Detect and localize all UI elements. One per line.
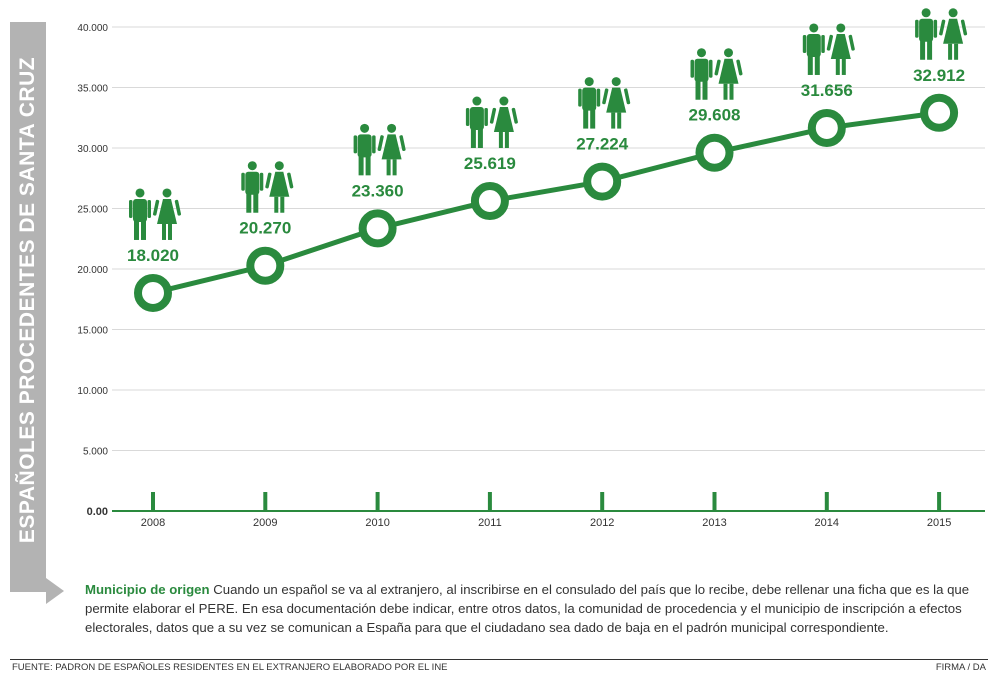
x-tick-label: 2015 bbox=[927, 517, 951, 529]
data-label: 31.656 bbox=[801, 81, 853, 100]
man-icon bbox=[129, 188, 151, 240]
data-label: 27.224 bbox=[576, 135, 629, 154]
woman-icon bbox=[377, 123, 406, 176]
series-line bbox=[152, 110, 940, 296]
y-tick-label: 15.000 bbox=[77, 326, 108, 337]
x-tick-label: 2010 bbox=[365, 517, 389, 529]
x-tick-label: 2008 bbox=[141, 517, 165, 529]
data-point bbox=[695, 133, 734, 172]
source-text: FUENTE: PADRON DE ESPAÑOLES RESIDENTES E… bbox=[12, 662, 448, 673]
man-icon bbox=[802, 23, 825, 75]
x-tick-mark bbox=[263, 492, 268, 511]
x-tick-mark bbox=[600, 492, 605, 511]
data-label: 25.619 bbox=[464, 154, 516, 173]
explanatory-note: Municipio de origen Cuando un español se… bbox=[85, 580, 985, 637]
y-tick-label: 20.000 bbox=[77, 265, 108, 276]
line-chart: 0.00 5.000 10.000 15.000 20.000 25.000 30.000 3… bbox=[77, 8, 985, 529]
man-icon bbox=[353, 123, 376, 176]
man-icon bbox=[465, 96, 488, 149]
man-icon bbox=[915, 8, 938, 60]
credit-text: FIRMA / DA bbox=[935, 662, 986, 673]
footer-rule bbox=[10, 659, 988, 660]
man-icon bbox=[690, 48, 713, 100]
side-label-bar bbox=[10, 22, 46, 592]
y-tick-label: 35.000 bbox=[77, 84, 108, 95]
y-tick-label: 25.000 bbox=[77, 205, 108, 216]
woman-icon bbox=[152, 188, 182, 240]
woman-icon bbox=[714, 48, 743, 100]
x-tick-label: 2012 bbox=[590, 517, 614, 529]
data-point bbox=[807, 108, 846, 147]
data-point bbox=[920, 93, 959, 132]
data-point bbox=[470, 182, 509, 221]
data-label: 32.912 bbox=[913, 66, 965, 85]
y-tick-label: 40.000 bbox=[77, 23, 108, 34]
man-icon bbox=[241, 161, 264, 213]
data-point bbox=[134, 273, 172, 312]
x-tick-mark bbox=[375, 492, 380, 511]
x-tick-mark bbox=[824, 492, 829, 511]
data-point bbox=[583, 162, 622, 201]
x-tick-label: 2013 bbox=[702, 517, 726, 529]
y-tick-label: 5.000 bbox=[83, 447, 108, 458]
y-tick-label: 10.000 bbox=[77, 386, 108, 397]
woman-icon bbox=[939, 8, 968, 60]
woman-icon bbox=[489, 96, 518, 149]
y-tick-label: 30.000 bbox=[77, 144, 108, 155]
woman-icon bbox=[265, 161, 294, 213]
data-label: 20.270 bbox=[239, 219, 291, 238]
man-icon bbox=[578, 77, 601, 129]
woman-icon bbox=[602, 77, 631, 129]
data-point bbox=[358, 209, 397, 248]
x-tick-mark bbox=[712, 492, 717, 511]
data-point bbox=[246, 246, 285, 285]
side-bar-pointer bbox=[46, 578, 64, 604]
data-label: 18.020 bbox=[127, 246, 179, 265]
x-tick-label: 2014 bbox=[815, 517, 839, 529]
note-text: Cuando un español se va al extranjero, a… bbox=[85, 582, 970, 635]
data-label: 29.608 bbox=[689, 106, 741, 125]
x-tick-label: 2009 bbox=[253, 517, 277, 529]
x-tick-mark bbox=[937, 492, 942, 511]
data-label: 23.360 bbox=[352, 181, 404, 200]
x-tick-mark bbox=[487, 492, 492, 511]
x-tick-label: 2011 bbox=[478, 517, 502, 529]
woman-icon bbox=[826, 23, 855, 75]
y-tick-label: 0.00 bbox=[87, 506, 108, 518]
x-tick-mark bbox=[151, 492, 155, 511]
note-title: Municipio de origen bbox=[85, 582, 210, 597]
